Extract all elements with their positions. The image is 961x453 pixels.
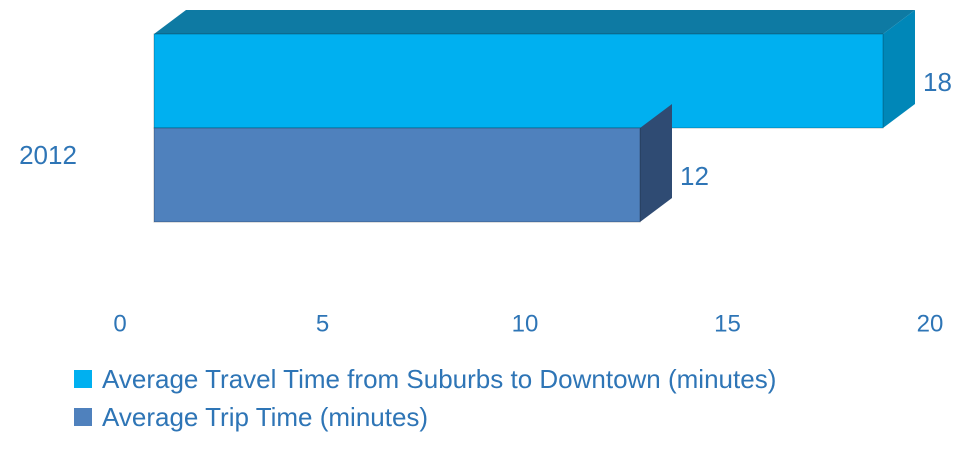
legend-swatch-trip-time-icon [74,408,92,426]
x-tick-label: 20 [917,310,944,337]
bar-side-face-trip-time [640,104,672,222]
data-label-travel-time: 18 [923,67,952,97]
legend-label-travel-time: Average Travel Time from Suburbs to Down… [102,363,777,394]
legend: Average Travel Time from Suburbs to Down… [74,360,954,436]
legend-item-trip-time: Average Trip Time (minutes) [74,398,954,436]
x-tick-label: 15 [714,310,741,337]
x-tick-label: 0 [113,310,126,337]
legend-label-trip-time: Average Trip Time (minutes) [102,401,429,432]
x-tick-label: 5 [316,310,329,337]
bar-side-face-travel-time [883,10,915,128]
x-tick-label: 10 [512,310,539,337]
legend-item-travel-time: Average Travel Time from Suburbs to Down… [74,360,954,398]
data-label-trip-time: 12 [680,161,709,191]
bar-top-face-travel-time [154,10,915,34]
bar-trip-time [153,127,641,223]
legend-swatch-travel-time-icon [74,370,92,388]
category-label-2012: 2012 [19,140,77,170]
bar-travel-time [153,33,884,129]
